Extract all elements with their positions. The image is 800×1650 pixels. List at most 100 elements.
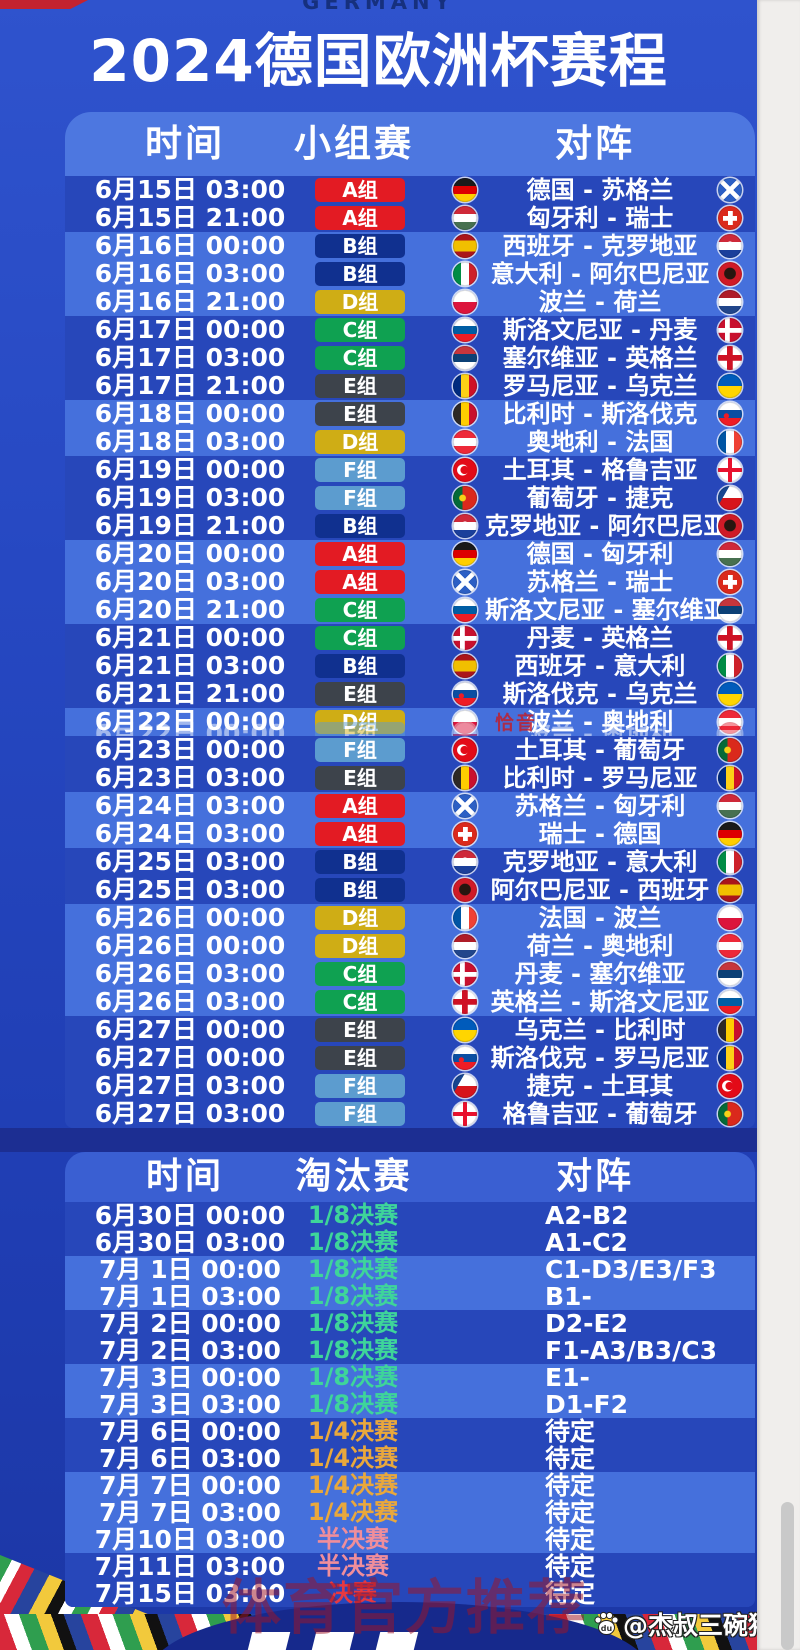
knockout-stage-label: 1/8决赛: [307, 1309, 399, 1337]
germany-label: GERMANY: [302, 0, 455, 14]
group-badge: C组: [315, 626, 405, 650]
match-time: 6月24日 03:00: [94, 819, 286, 848]
match-teams: 奥地利 - 法国: [526, 428, 674, 456]
match-time: 6月26日 03:00: [94, 959, 286, 988]
austria-flag-icon: [718, 710, 742, 734]
spain-flag-icon: [453, 654, 477, 678]
match-time: 7月11日 03:00: [94, 1552, 286, 1581]
knockout-table-header: 时间 淘汰赛 对阵: [65, 1152, 755, 1202]
match-time: 6月27日 03:00: [94, 1099, 286, 1128]
group-header-time: 时间: [145, 122, 225, 165]
group-badge: A组: [315, 206, 405, 230]
match-time: 6月25日 03:00: [94, 847, 286, 876]
match-teams: 西班牙 - 克罗地亚: [502, 232, 698, 260]
match-teams: 苏格兰 - 瑞士: [526, 568, 674, 596]
knockout-stage-label: 1/8决赛: [307, 1201, 399, 1229]
knockout-match-text: F1-A3/B3/C3: [545, 1336, 718, 1365]
slovakia-flag-icon: [453, 682, 477, 706]
group-badge: B组: [315, 654, 405, 678]
turkey-flag-icon: [453, 738, 477, 762]
knockout-match-text: 待定: [545, 1525, 596, 1554]
scrollbar-thumb[interactable]: [781, 1502, 794, 1650]
knockout-match-row: 7月 3日 03:00 1/8决赛 D1-F2: [65, 1391, 755, 1418]
match-time: 7月 2日 00:00: [99, 1309, 281, 1338]
match-time: 7月10日 03:00: [94, 1525, 286, 1554]
group-match-row: 6月21日 03:00 B组 西班牙 - 意大利: [65, 652, 755, 680]
portugal-flag-icon: [718, 1102, 742, 1126]
match-teams: 塞尔维亚 - 英格兰: [502, 344, 698, 372]
match-teams: 斯洛伐克 - 罗马尼亚: [490, 1044, 710, 1072]
albania-flag-icon: [718, 514, 742, 538]
group-badge: D组: [315, 906, 405, 930]
match-time: 6月19日 03:00: [94, 483, 286, 512]
group-match-row: 6月15日 21:00 A组 匈牙利 - 瑞士: [65, 204, 755, 232]
group-badge: A组: [315, 822, 405, 846]
group-match-row: 6月20日 03:00 A组 苏格兰 - 瑞士: [65, 568, 755, 596]
match-teams: 格鲁吉亚 - 葡萄牙: [502, 1100, 698, 1128]
knockout-header-time: 时间: [145, 1156, 224, 1197]
group-match-row: 6月17日 03:00 C组 塞尔维亚 - 英格兰: [65, 344, 755, 372]
spain-flag-icon: [453, 234, 477, 258]
match-time: 6月20日 03:00: [94, 567, 286, 596]
knockout-stage-label: 半决赛: [317, 1552, 389, 1580]
group-match-row: 6月16日 03:00 B组 意大利 - 阿尔巴尼亚: [65, 260, 755, 288]
serbia-flag-icon: [718, 962, 742, 986]
knockout-match-text: 待定: [545, 1552, 596, 1581]
match-teams: 斯洛文尼亚 - 丹麦: [502, 316, 698, 344]
group-badge: B组: [315, 262, 405, 286]
poland-flag-icon: [718, 906, 742, 930]
scotland-flag-icon: [718, 178, 742, 202]
slovakia-flag-icon: [718, 402, 742, 426]
group-match-row: 6月20日 00:00 A组 德国 - 匈牙利: [65, 540, 755, 568]
match-teams: 匈牙利 - 瑞士: [526, 204, 674, 232]
knockout-match-text: A2-B2: [545, 1201, 629, 1230]
match-time: 6月27日 00:00: [94, 1015, 286, 1044]
ukraine-flag-icon: [718, 682, 742, 706]
poland-flag-icon: [453, 290, 477, 314]
group-match-row: 6月16日 00:00 B组 西班牙 - 克罗地亚: [65, 232, 755, 260]
italy-flag-icon: [718, 850, 742, 874]
match-teams: 法国 - 波兰: [538, 904, 662, 932]
group-badge: B组: [315, 234, 405, 258]
group-badge: E组: [315, 374, 405, 398]
match-teams: 丹麦 - 英格兰: [526, 624, 674, 652]
switzerland-flag-icon: [718, 206, 742, 230]
group-match-row: 6月27日 00:00 E组 斯洛伐克 - 罗马尼亚: [65, 1044, 755, 1072]
group-match-row: 6月19日 21:00 B组 克罗地亚 - 阿尔巴尼亚: [65, 512, 755, 540]
match-teams: 斯洛伐克 - 乌克兰: [502, 680, 698, 708]
red-watermark-small: 恰音: [495, 712, 538, 734]
knockout-header-match: 对阵: [555, 1156, 634, 1197]
match-time: 6月16日 03:00: [94, 259, 286, 288]
match-teams: 乌克兰 - 比利时: [514, 1016, 686, 1044]
hungary-flag-icon: [718, 794, 742, 818]
knockout-match-row: 7月 7日 00:00 1/4决赛 待定: [65, 1472, 755, 1499]
group-match-row: 6月18日 03:00 D组 奥地利 - 法国: [65, 428, 755, 456]
knockout-match-text: A1-C2: [545, 1228, 628, 1257]
match-time: 7月 6日 00:00: [99, 1417, 281, 1446]
match-time: 6月19日 21:00: [94, 511, 286, 540]
group-badge: B组: [315, 850, 405, 874]
knockout-stage-label: 1/8决赛: [307, 1336, 399, 1364]
match-time: 7月 1日 03:00: [99, 1282, 281, 1311]
match-time: 6月17日 21:00: [94, 371, 286, 400]
group-match-row: 6月17日 21:00 E组 罗马尼亚 - 乌克兰: [65, 372, 755, 400]
group-badge: E组: [315, 402, 405, 426]
group-match-row: 6月17日 00:00 C组 斯洛文尼亚 - 丹麦: [65, 316, 755, 344]
group-match-row: 6月19日 03:00 F组 葡萄牙 - 捷克: [65, 484, 755, 512]
group-badge: E组: [315, 766, 405, 790]
knockout-match-text: 待定: [545, 1444, 596, 1473]
match-teams: 苏格兰 - 匈牙利: [514, 792, 686, 820]
group-match-row: 6月20日 21:00 C组 斯洛文尼亚 - 塞尔维亚: [65, 596, 755, 624]
netherlands-flag-icon: [453, 934, 477, 958]
ukraine-flag-icon: [453, 1018, 477, 1042]
group-match-row: 6月16日 21:00 D组 波兰 - 荷兰: [65, 288, 755, 316]
portugal-flag-icon: [718, 738, 742, 762]
slovenia-flag-icon: [718, 990, 742, 1014]
match-time: 7月 7日 00:00: [99, 1471, 281, 1500]
match-time: 6月21日 21:00: [94, 679, 286, 708]
group-match-row: 6月19日 00:00 F组 土耳其 - 格鲁吉亚: [65, 456, 755, 484]
match-teams: 斯洛文尼亚 - 塞尔维亚: [485, 596, 728, 624]
england-flag-icon: [718, 346, 742, 370]
paw-icon: du: [594, 1611, 619, 1635]
group-badge: A组: [315, 570, 405, 594]
